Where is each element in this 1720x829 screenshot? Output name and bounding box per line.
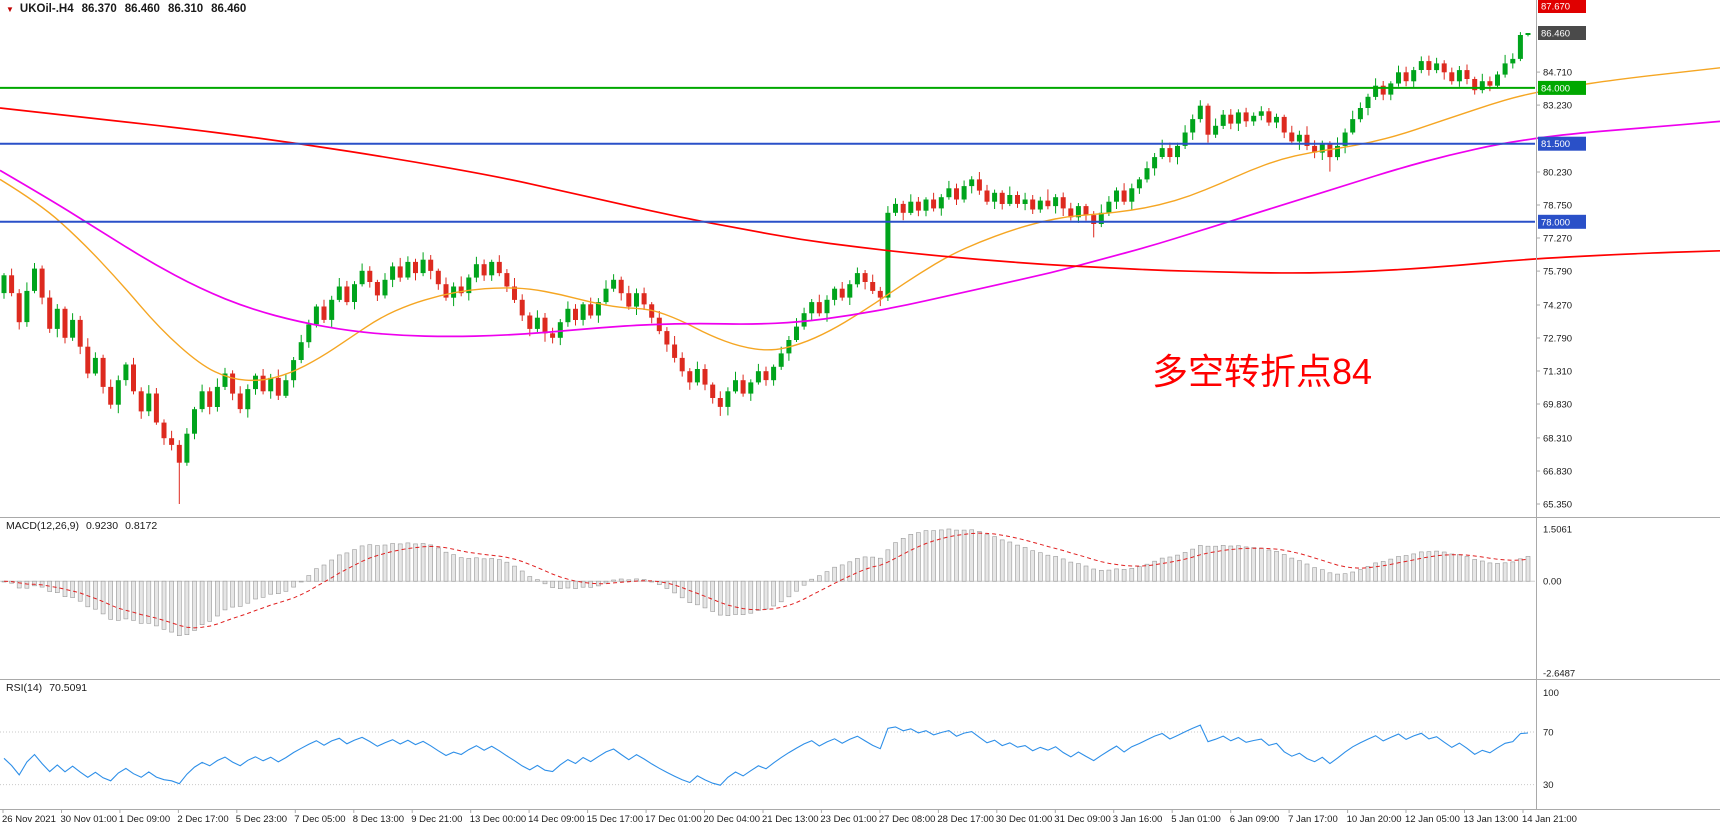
- ohlc-low: 86.310: [167, 3, 204, 15]
- svg-text:14 Jan 21:00: 14 Jan 21:00: [1522, 814, 1577, 825]
- chart-window-icon: ▼: [6, 4, 14, 14]
- svg-text:5 Jan 01:00: 5 Jan 01:00: [1171, 814, 1221, 825]
- svg-text:6 Jan 09:00: 6 Jan 09:00: [1230, 814, 1280, 825]
- rsi-value: 70.5091: [49, 682, 88, 694]
- panel-frame: [0, 0, 1720, 810]
- ohlc-high: 86.460: [124, 3, 160, 15]
- price-axis: 84.710 83.230 80.230 78.750 77.270 75.790 74.2…: [1536, 0, 1586, 791]
- svg-text:9 Dec 21:00: 9 Dec 21:00: [411, 814, 462, 825]
- svg-text:31 Dec 09:00: 31 Dec 09:00: [1054, 814, 1111, 825]
- svg-text:81.500: 81.500: [1541, 139, 1570, 150]
- time-axis: 26 Nov 2021 30 Nov 01:00 1 Dec 09:00 2 Dec …: [2, 809, 1577, 825]
- svg-text:21 Dec 13:00: 21 Dec 13:00: [762, 814, 819, 825]
- svg-text:84.710: 84.710: [1543, 68, 1572, 79]
- svg-text:78.750: 78.750: [1543, 201, 1572, 212]
- chart-title: ▼ UKOil-.H4 86.370 86.460 86.310 86.460: [6, 3, 246, 15]
- svg-text:71.310: 71.310: [1543, 367, 1572, 378]
- svg-text:12 Jan 05:00: 12 Jan 05:00: [1405, 814, 1460, 825]
- macd-histogram: [1, 528, 1531, 637]
- svg-text:28 Dec 17:00: 28 Dec 17:00: [937, 814, 994, 825]
- svg-text:30 Dec 01:00: 30 Dec 01:00: [996, 814, 1053, 825]
- svg-text:13 Jan 13:00: 13 Jan 13:00: [1464, 814, 1519, 825]
- price-badge-78.000: [1538, 214, 1586, 229]
- ma-medium-line: [0, 120, 1720, 338]
- macd-signal-value: 0.8172: [125, 520, 158, 532]
- svg-text:87.670: 87.670: [1541, 2, 1570, 13]
- svg-text:3 Jan 16:00: 3 Jan 16:00: [1113, 814, 1163, 825]
- svg-text:66.830: 66.830: [1543, 467, 1572, 478]
- ma-fast-line: [0, 67, 1720, 382]
- macd-signal-line: [3, 532, 1529, 629]
- svg-text:75.790: 75.790: [1543, 267, 1572, 278]
- svg-text:13 Dec 00:00: 13 Dec 00:00: [470, 814, 527, 825]
- svg-text:17 Dec 01:00: 17 Dec 01:00: [645, 814, 702, 825]
- price-badge-81.500: [1538, 136, 1586, 151]
- svg-text:-2.6487: -2.6487: [1543, 669, 1575, 680]
- svg-text:80.230: 80.230: [1543, 168, 1572, 179]
- macd-indicator-label: MACD(12,26,9) 0.9230 0.8172: [6, 520, 157, 532]
- svg-text:72.790: 72.790: [1543, 334, 1572, 345]
- price-badge-86.460: [1538, 26, 1586, 40]
- svg-text:86.460: 86.460: [1541, 29, 1570, 40]
- svg-text:0.00: 0.00: [1543, 577, 1562, 588]
- svg-text:77.270: 77.270: [1543, 234, 1572, 245]
- svg-text:68.310: 68.310: [1543, 433, 1572, 444]
- svg-text:26 Nov 2021: 26 Nov 2021: [2, 814, 56, 825]
- svg-text:70: 70: [1543, 728, 1554, 739]
- svg-text:27 Dec 08:00: 27 Dec 08:00: [879, 814, 936, 825]
- svg-text:20 Dec 04:00: 20 Dec 04:00: [704, 814, 761, 825]
- macd-name: MACD(12,26,9): [6, 520, 79, 532]
- symbol-label: UKOil-.H4: [19, 3, 74, 15]
- rsi-indicator-label: RSI(14) 70.5091: [6, 682, 87, 694]
- svg-text:1 Dec 09:00: 1 Dec 09:00: [119, 814, 170, 825]
- price-badge-87.670: [1538, 0, 1586, 13]
- svg-text:69.830: 69.830: [1543, 400, 1572, 411]
- svg-text:65.350: 65.350: [1543, 500, 1572, 511]
- svg-text:8 Dec 13:00: 8 Dec 13:00: [353, 814, 404, 825]
- candles-layer: [1, 32, 1531, 504]
- svg-text:74.270: 74.270: [1543, 301, 1572, 312]
- svg-text:7 Jan 17:00: 7 Jan 17:00: [1288, 814, 1338, 825]
- rsi-name: RSI(14): [6, 682, 43, 694]
- svg-text:1.5061: 1.5061: [1543, 525, 1572, 536]
- svg-text:30: 30: [1543, 780, 1554, 791]
- svg-text:7 Dec 05:00: 7 Dec 05:00: [294, 814, 345, 825]
- svg-text:2 Dec 17:00: 2 Dec 17:00: [177, 814, 228, 825]
- svg-text:100: 100: [1543, 688, 1559, 699]
- svg-text:14 Dec 09:00: 14 Dec 09:00: [528, 814, 585, 825]
- svg-text:5 Dec 23:00: 5 Dec 23:00: [236, 814, 287, 825]
- svg-text:15 Dec 17:00: 15 Dec 17:00: [587, 814, 644, 825]
- price-badge-84.000: [1538, 80, 1586, 95]
- svg-text:23 Dec 01:00: 23 Dec 01:00: [820, 814, 877, 825]
- svg-text:30 Nov 01:00: 30 Nov 01:00: [61, 814, 118, 825]
- svg-text:83.230: 83.230: [1543, 101, 1572, 112]
- annotation-text[interactable]: 多空转折点84: [1152, 351, 1373, 392]
- ohlc-close: 86.460: [211, 3, 247, 15]
- rsi-line: [3, 724, 1529, 786]
- ma-slow-line: [0, 107, 1720, 274]
- svg-text:78.000: 78.000: [1541, 217, 1570, 228]
- macd-main-value: 0.9230: [85, 520, 119, 532]
- svg-text:84.000: 84.000: [1541, 83, 1570, 94]
- svg-text:10 Jan 20:00: 10 Jan 20:00: [1347, 814, 1402, 825]
- ohlc-open: 86.370: [81, 3, 117, 15]
